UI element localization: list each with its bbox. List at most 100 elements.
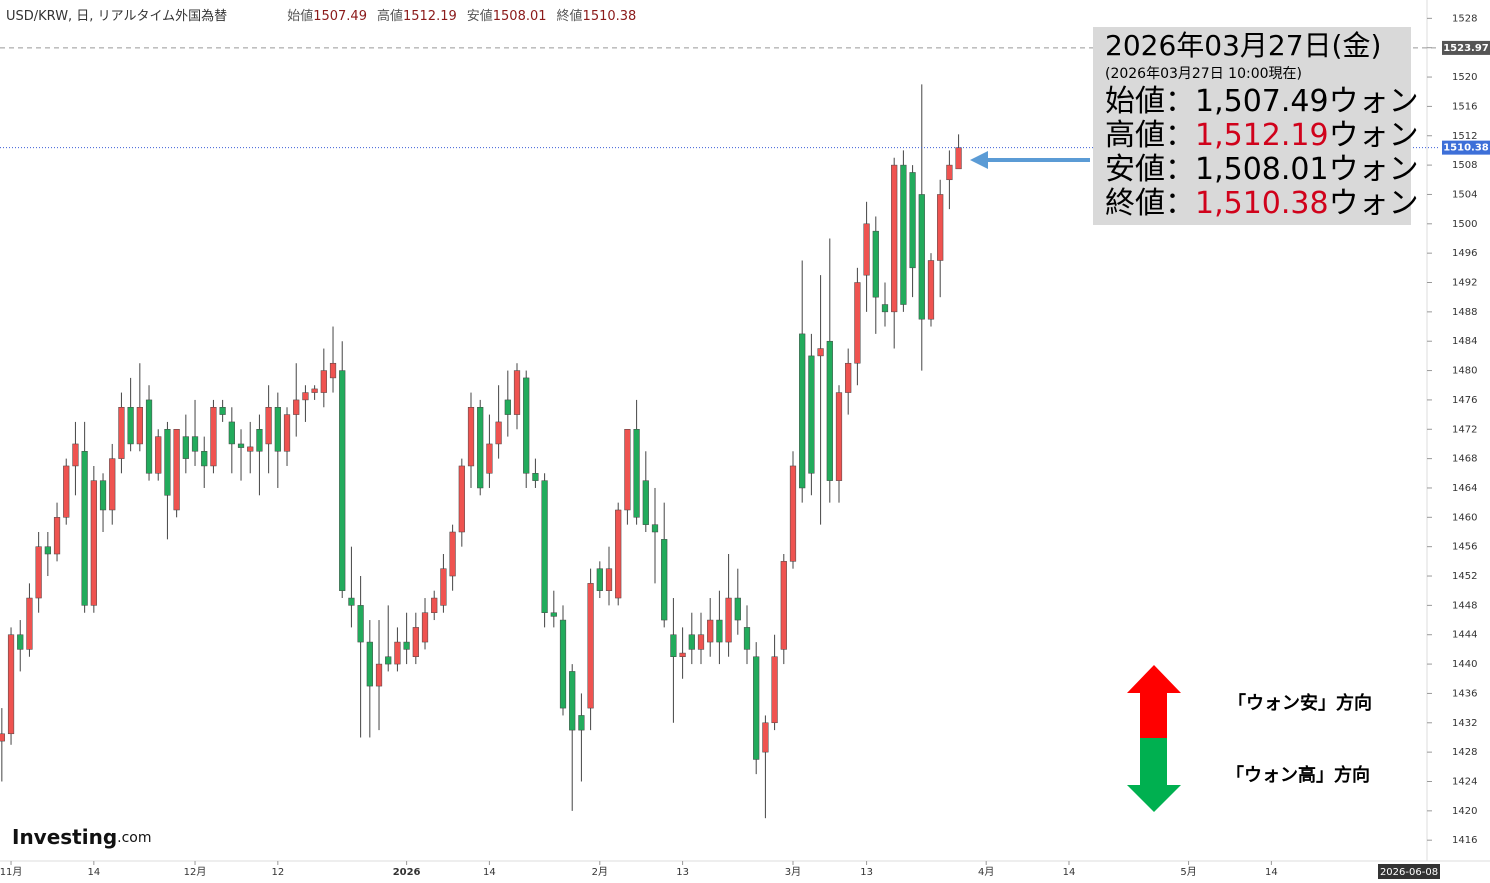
candle-body (532, 473, 539, 481)
x-tick-label: 5月 (1180, 866, 1196, 878)
candle-body (458, 465, 465, 533)
y-tick-label: 1468 (1452, 454, 1477, 465)
ohlc-value: 1507.49 (313, 9, 367, 24)
header-title: USD/KRW, 日, リアルタイム外国為替 (6, 8, 227, 24)
candle-body (0, 733, 5, 742)
candle-body (845, 362, 852, 393)
candle-body (587, 583, 594, 709)
x-tick-label: 3月 (785, 866, 801, 878)
info-value: 1,512.19 (1195, 118, 1329, 153)
candle-body (403, 641, 410, 650)
candle-body (237, 443, 245, 448)
ref-label-box (1442, 40, 1490, 55)
candle-body (201, 451, 208, 467)
candle-body (707, 619, 714, 643)
candle-body (826, 340, 833, 481)
plot (0, 47, 1440, 819)
candle-body (385, 656, 392, 665)
candle-body (605, 568, 613, 591)
candle-body (99, 480, 107, 511)
candle-body (927, 260, 935, 320)
info-value: 1,510.38 (1195, 186, 1329, 221)
info-unit: ウォン (1329, 186, 1419, 221)
y-tick-label: 1416 (1452, 835, 1477, 846)
ohlc-label: 安値 (467, 8, 493, 24)
candle-body (753, 656, 760, 760)
candle-body (53, 517, 61, 555)
info-sep: ： (1165, 152, 1195, 187)
candle-body (550, 612, 557, 617)
y-tick-label: 1440 (1452, 659, 1477, 670)
info-line: 高値：1,512.19ウォン (1105, 118, 1419, 153)
candle-body (716, 619, 723, 643)
info-value: 1,508.01 (1195, 152, 1329, 187)
candle-body (881, 304, 889, 313)
last-price-label: 1510.38 (1443, 143, 1489, 154)
candle-body (596, 568, 603, 591)
candle-body (541, 480, 548, 613)
y-tick-label: 1516 (1452, 101, 1477, 112)
x-tick-label: 14 (1265, 867, 1278, 878)
y-tick-label: 1436 (1452, 688, 1477, 699)
x-tick-label: 13 (676, 867, 689, 878)
x-tick-label: 2026 (393, 867, 421, 878)
candle-body (348, 597, 355, 606)
y-tick-label: 1432 (1452, 718, 1477, 729)
candle-body (771, 656, 778, 724)
info-label: 始値 (1105, 84, 1165, 119)
candle-body (394, 641, 401, 665)
candle-body (670, 634, 677, 657)
candle-body (854, 282, 861, 364)
candle-body (118, 407, 125, 459)
candle-body (311, 388, 318, 393)
candle-body (697, 634, 705, 650)
ref-label: 1523.97 (1443, 43, 1489, 54)
candle-body (780, 561, 787, 650)
candle-body (799, 333, 806, 489)
candle-body (155, 436, 162, 474)
candle-body (81, 451, 88, 606)
candle-body (17, 634, 24, 650)
candle-body (228, 421, 235, 445)
info-sep: ： (1165, 118, 1195, 153)
candle-body (661, 539, 668, 621)
candle-body (219, 407, 226, 415)
info-label: 安値 (1105, 152, 1165, 187)
ohlc-value: 1512.19 (403, 9, 457, 24)
candle-body (127, 407, 134, 445)
candle-body (191, 436, 199, 452)
annotations: 2026年03月27日(金) (2026年03月27日 10:00現在) 「ウォ… (12, 27, 1440, 879)
candle-body (421, 612, 429, 643)
candle-body (578, 715, 585, 731)
y-tick-label: 1476 (1452, 395, 1477, 406)
logo-main: Investing (12, 825, 117, 849)
candle-body (891, 164, 898, 313)
candle-body (35, 546, 42, 599)
y-tick-label: 1456 (1452, 542, 1477, 553)
candle-body (256, 429, 263, 452)
candle-body (63, 465, 70, 518)
candle-body (486, 443, 493, 474)
candle-body (366, 641, 373, 687)
logo-suffix: .com (117, 830, 151, 846)
candle-body (302, 392, 309, 401)
y-tick-label: 1428 (1452, 747, 1477, 758)
y-tick-label: 1484 (1452, 336, 1477, 347)
candle-body (900, 164, 907, 305)
candle-body (909, 172, 916, 269)
candle-body (164, 429, 171, 496)
legend-down: 「ウォン高」方向 (1226, 764, 1370, 786)
candle-body (477, 407, 484, 489)
candle-body (955, 147, 962, 170)
candle-body (495, 421, 502, 445)
candle-body (633, 429, 640, 518)
candle-body (946, 164, 953, 181)
candle-body (504, 399, 511, 415)
candle-body (467, 407, 475, 467)
info-subtitle: (2026年03月27日 10:00現在) (1105, 66, 1302, 82)
y-tick-label: 1520 (1452, 72, 1477, 83)
candle-body (44, 546, 51, 555)
candle-body (109, 458, 116, 511)
candle-body (274, 407, 281, 452)
cursor-label: 2026-06-08 (1380, 867, 1438, 878)
